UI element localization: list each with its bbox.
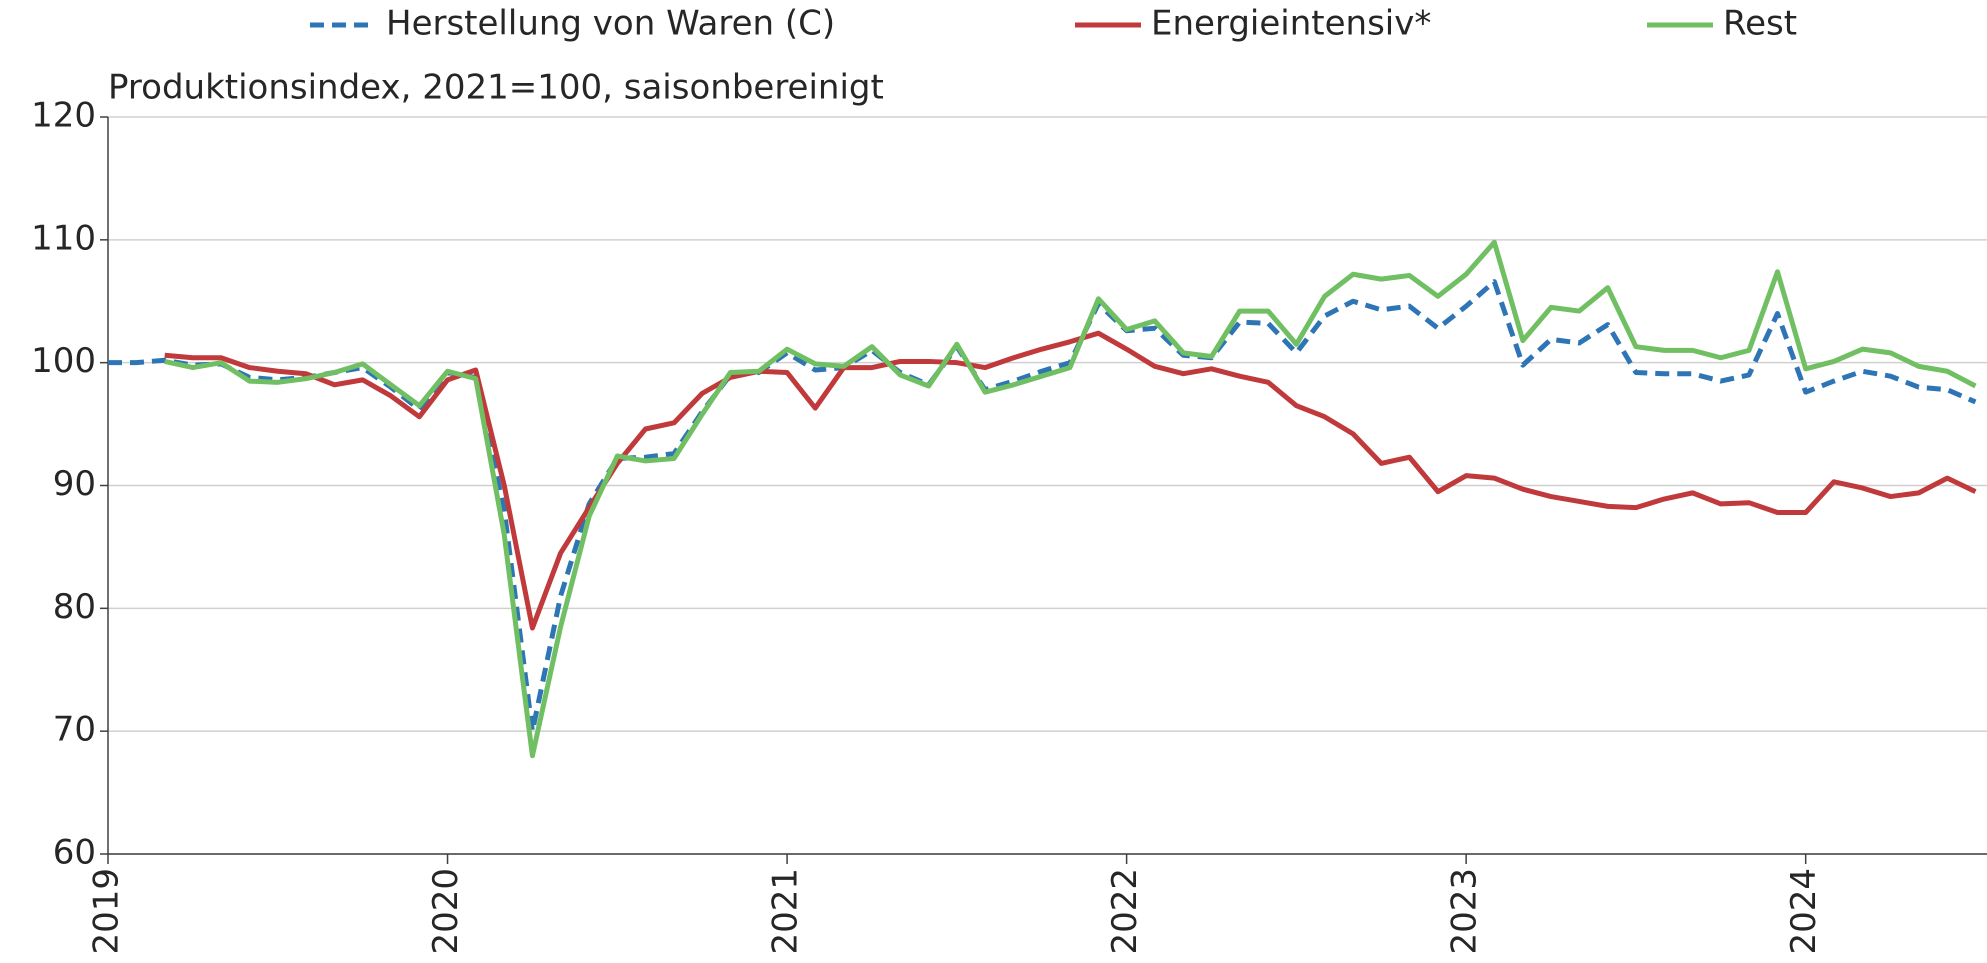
x-tick-label: 2024	[1784, 868, 1824, 955]
y-tick-label: 60	[53, 833, 96, 873]
x-tick-label: 2022	[1105, 868, 1145, 955]
series-line	[164, 330, 1977, 631]
y-tick-label: 110	[31, 218, 96, 258]
x-tick-label: 2020	[426, 868, 466, 955]
x-tick-label: 2023	[1445, 868, 1485, 955]
x-tick-label: 2021	[766, 868, 806, 955]
x-tick-label: 2019	[87, 868, 127, 955]
y-tick-label: 120	[31, 96, 96, 136]
series-line	[164, 239, 1977, 759]
legend-label: Rest	[1723, 4, 1797, 44]
y-tick-label: 70	[53, 710, 96, 750]
series-line	[108, 279, 1977, 734]
legend-label: Energieintensiv*	[1151, 4, 1431, 44]
chart-title: Produktionsindex, 2021=100, saisonberein…	[108, 68, 884, 108]
y-tick-label: 100	[31, 341, 96, 381]
y-tick-label: 80	[53, 587, 96, 627]
legend-label: Herstellung von Waren (C)	[386, 4, 835, 44]
y-tick-label: 90	[53, 464, 96, 504]
